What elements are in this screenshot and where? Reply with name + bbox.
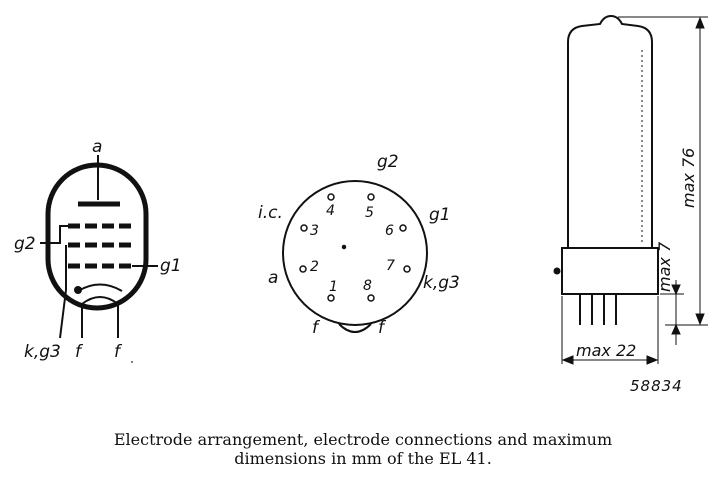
pin-number-5: 5 [365,205,374,221]
pin-number-1: 1 [329,279,338,295]
cathode-arc [77,283,123,292]
grid2-label: g2 [14,234,36,254]
pin-number-2: 2 [310,259,319,275]
base-arrow-top [671,284,681,296]
base-key [338,323,372,333]
base-diagram [282,180,428,333]
heater [81,296,119,338]
base-f-left-label: f [312,318,321,338]
tube-outline [553,14,708,365]
figure-caption: Electrode arrangement, electrode connect… [0,430,726,468]
pin-number-6: 6 [385,223,394,239]
pin-number-8: 8 [363,278,372,294]
cathode-dot [74,286,82,294]
pin-hole-3 [300,224,308,232]
base-f-right-label: f [378,318,387,338]
width-arrow-left [561,355,574,365]
pin-hole-7 [403,265,411,273]
base-g1-label: g1 [429,205,451,225]
pin-number-7: 7 [386,258,395,274]
pin-hole-1 [327,294,335,302]
height-arrow-bottom [695,313,705,326]
figure-reference-number: 58834 [630,377,683,395]
glass-envelope [567,14,653,249]
cathode-lead [59,289,67,339]
width-dimension-label: max 22 [576,341,636,360]
anode-label: a [92,137,102,157]
pin-hole-5 [367,193,375,201]
grid1-label: g1 [160,256,182,276]
pin-hole-8 [367,294,375,302]
pin-hole-6 [399,224,407,232]
pin-holes [299,193,411,302]
tube-symbol [40,155,158,339]
grid2-lead [40,225,68,244]
base-ic-label: i.c. [258,203,283,223]
pin-number-3: 3 [310,223,319,239]
height-arrow-top [695,16,705,29]
cathode-label: k,g3 [24,342,61,362]
filament-right-label: f [114,342,123,362]
height-dimension-label: max 76 [679,148,698,208]
speck [131,361,133,363]
center-mark [341,244,347,250]
base-g2-label: g2 [377,152,399,172]
caption-line-2: dimensions in mm of the EL 41. [234,449,492,468]
pin-number-4: 4 [326,203,335,219]
base-dimension-label: max 7 [655,241,674,292]
base-pins [579,294,617,325]
pin-hole-2 [299,265,307,273]
base-outline [282,180,428,326]
base-cap [561,247,659,295]
filament-left-label: f [75,342,84,362]
base-arrow-bottom [671,323,681,335]
caption-line-1: Electrode arrangement, electrode connect… [113,430,613,449]
base-mark [553,267,561,275]
width-arrow-right [646,355,659,365]
pin-hole-4 [327,193,335,201]
base-a-label: a [268,268,278,288]
base-kg3-label: k,g3 [423,273,460,293]
